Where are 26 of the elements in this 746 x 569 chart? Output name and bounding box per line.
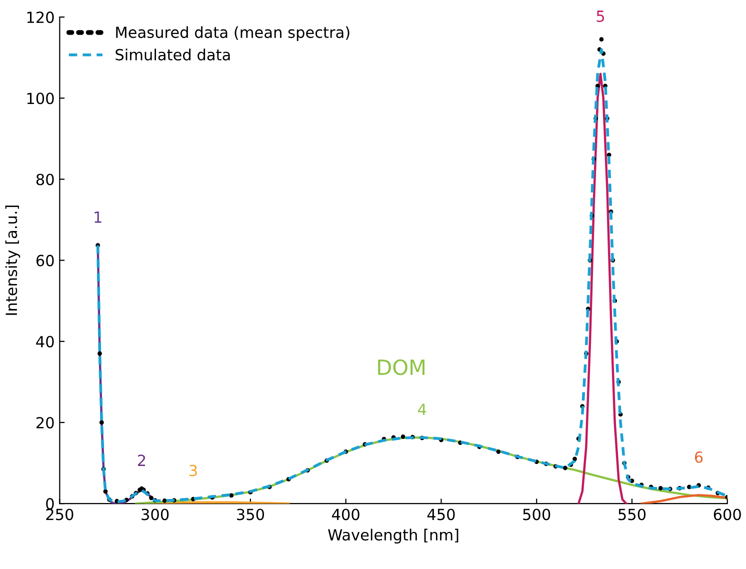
legend-label: Simulated data bbox=[116, 48, 230, 60]
y-tick-label: 100 bbox=[27, 92, 54, 104]
x-tick-label: 300 bbox=[142, 508, 169, 520]
x-tick-label: 600 bbox=[714, 508, 741, 520]
series-label: 1 bbox=[94, 212, 102, 223]
y-axis-title: Intensity [a.u.] bbox=[5, 206, 20, 315]
x-axis-title: Wavelength [nm] bbox=[328, 528, 458, 544]
legend-label: Measured data (mean spectra) bbox=[116, 26, 350, 42]
text: 6 bbox=[694, 451, 703, 463]
series-label: 3 bbox=[190, 464, 197, 476]
annotation: DOM bbox=[378, 359, 424, 376]
y-tick-label: 120 bbox=[27, 12, 54, 24]
x-tick-label: 400 bbox=[332, 508, 360, 520]
y-tick-label: 0 bbox=[46, 498, 54, 510]
y-tick-label: 80 bbox=[36, 174, 54, 186]
x-tick-label: 350 bbox=[237, 508, 264, 520]
series-label: 2 bbox=[138, 454, 146, 466]
x-tick-label: 500 bbox=[523, 508, 550, 520]
x-tick-label: 250 bbox=[46, 508, 74, 520]
y-tick-label: 40 bbox=[36, 336, 54, 348]
y-tick-label: 20 bbox=[36, 416, 54, 429]
x-tick-label: 450 bbox=[427, 508, 455, 520]
y-tick-label: 60 bbox=[36, 254, 54, 266]
x-tick-label: 550 bbox=[618, 508, 646, 520]
text: 5 bbox=[596, 10, 604, 22]
series-label: 4 bbox=[418, 404, 426, 415]
